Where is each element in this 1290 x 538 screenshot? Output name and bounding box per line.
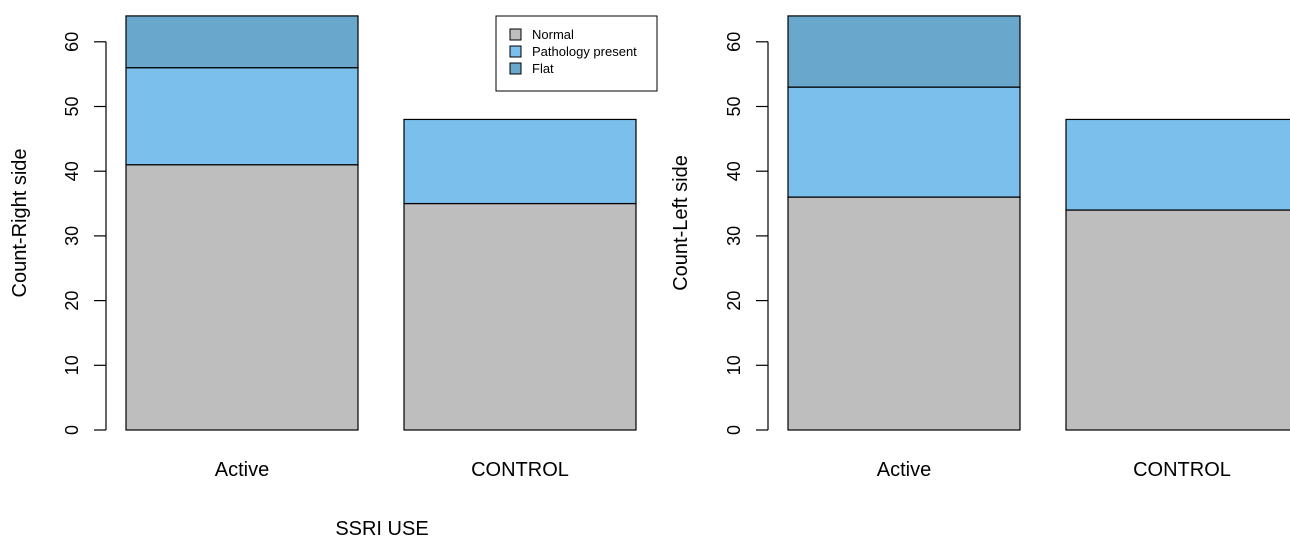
y-tick-label: 10 [62,355,82,375]
legend-box [495,15,658,92]
left-side-chart: 0 10 20 30 40 50 60 Count-Left side Active CONTRO… [670,15,1290,481]
legend-swatch [509,45,522,58]
legend-swatch [509,28,522,41]
category-label: CONTROL [471,459,569,481]
right-side-chart: 0 10 20 30 40 50 60 Count-Right side Active CONTR… [9,15,637,538]
y-tick-label: 60 [724,32,744,52]
y-tick-label: 10 [724,355,744,375]
y-tick-label: 50 [62,96,82,116]
y-tick-label: 20 [724,291,744,311]
y-tick-label: 0 [724,425,744,435]
legend: Normal Pathology present Flat [495,15,658,92]
y-tick-label: 40 [724,161,744,181]
bar-segment-normal [403,202,637,431]
bar-segment-pathology-present [403,118,637,205]
bar-segment-normal [125,164,359,431]
y-axis-title: Count-Left side [670,155,692,291]
bar-segment-normal [787,196,1021,431]
bar-segment-pathology-present [787,86,1021,198]
y-tick-label: 20 [62,291,82,311]
category-label: Active [877,459,931,481]
legend-label: Flat [532,61,554,76]
bar-segment-normal [1065,209,1290,431]
x-axis-title: SSRI USE [335,518,428,538]
y-tick-label: 60 [62,32,82,52]
legend-swatch [509,62,522,75]
category-label: Active [215,459,269,481]
bar-segment-pathology-present [125,67,359,166]
bar-segment-pathology-present [1065,118,1290,211]
bar-segment-flat [787,15,1021,88]
y-tick-label: 0 [62,425,82,435]
bar-segment-flat [125,15,359,69]
y-tick-label: 50 [724,96,744,116]
y-tick-label: 40 [62,161,82,181]
y-tick-label: 30 [724,226,744,246]
category-label: CONTROL [1133,459,1231,481]
legend-label: Normal [532,27,574,42]
y-axis-title: Count-Right side [9,148,31,297]
legend-label: Pathology present [532,44,637,59]
y-tick-label: 30 [62,226,82,246]
